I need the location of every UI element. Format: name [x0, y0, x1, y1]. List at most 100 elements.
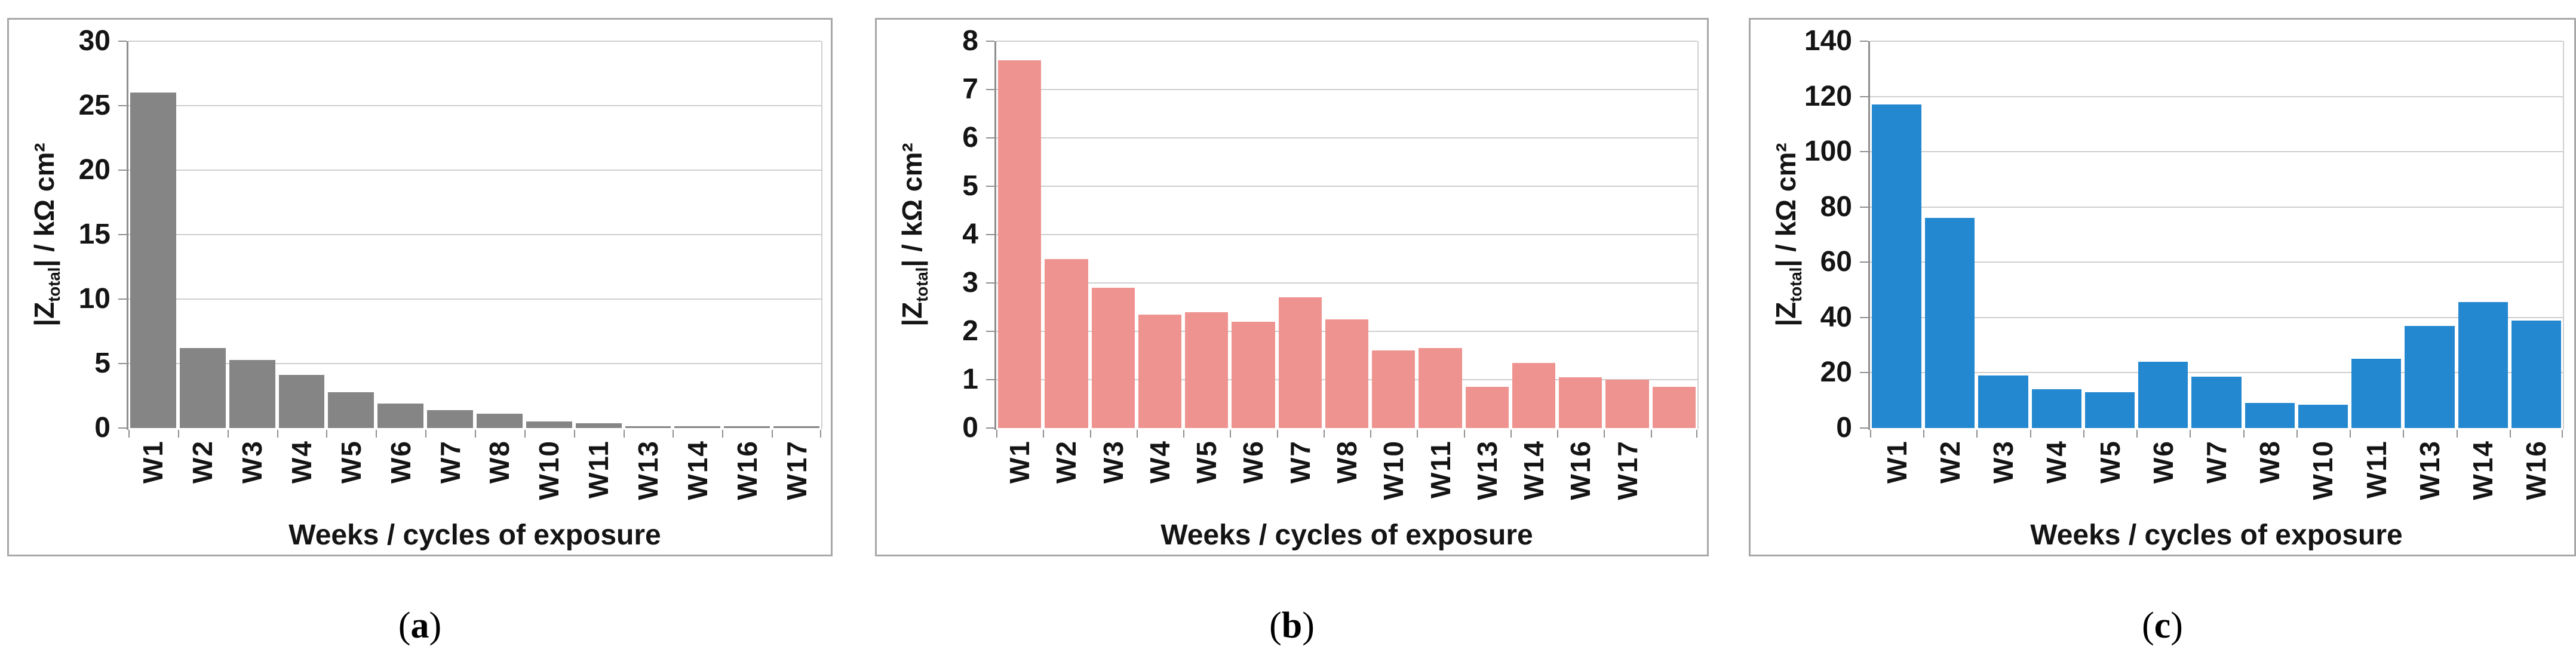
bar-W16 — [724, 426, 770, 428]
x-tick-label-text: W2 — [1934, 440, 1966, 484]
bar-W11 — [575, 423, 622, 428]
y-tick-label-20: 20 — [78, 154, 110, 186]
gridline-y-10 — [128, 298, 821, 300]
bar-W13 — [625, 426, 671, 428]
x-tick-mark-5 — [376, 430, 377, 438]
y-tick-mark-80 — [1860, 206, 1868, 208]
x-tick-label-text: W8 — [1331, 440, 1362, 484]
y-tick-mark-30 — [118, 41, 127, 42]
x-tick-label-W6: W6 — [1237, 440, 1269, 484]
x-tick-label-text: W11 — [1424, 440, 1456, 499]
y-tick-label-40: 40 — [1820, 301, 1852, 333]
caption-c: (c) — [1749, 590, 2576, 661]
x-tick-mark-11 — [1510, 430, 1512, 438]
gridline-y-15 — [128, 234, 821, 235]
bar-W6 — [2138, 361, 2188, 428]
x-tick-label-W3: W3 — [236, 440, 268, 484]
y-tick-mark-1 — [986, 379, 994, 380]
y-tick-mark-40 — [1860, 316, 1868, 318]
x-tick-label-W14: W14 — [1518, 440, 1550, 500]
x-tick-mark-1 — [1923, 430, 1925, 438]
gridline-y-3 — [996, 282, 1697, 284]
bar-W13 — [1465, 387, 1509, 428]
x-tick-label-text: W1 — [1004, 440, 1036, 484]
bar-W7 — [1278, 297, 1322, 428]
y-tick-label-25: 25 — [78, 90, 110, 121]
x-tick-mark-0 — [128, 430, 130, 438]
bar-W5 — [328, 392, 374, 428]
x-tick-label-W11: W11 — [2360, 440, 2393, 498]
x-tick-label-W5: W5 — [335, 440, 367, 484]
x-tick-label-text: W14 — [681, 440, 713, 500]
x-tick-label-text: W4 — [286, 440, 317, 484]
bar-W6 — [377, 403, 424, 428]
x-tick-label-W16: W16 — [731, 440, 763, 500]
y-tick-label-120: 120 — [1804, 80, 1852, 112]
y-tick-label-2: 2 — [962, 315, 978, 347]
y-tick-mark-60 — [1860, 261, 1868, 263]
x-tick-label-W10: W10 — [2307, 440, 2339, 500]
x-tick-label-text: W14 — [1518, 440, 1550, 500]
x-tick-label-W8: W8 — [1331, 440, 1363, 484]
y-tick-label-80: 80 — [1820, 190, 1852, 223]
x-tick-label-W11: W11 — [1424, 440, 1457, 498]
x-tick-mark-10 — [623, 430, 625, 438]
x-tick-label-W5: W5 — [2094, 440, 2126, 484]
x-tick-mark-6 — [425, 430, 427, 438]
bar-W14 — [674, 426, 721, 428]
gridline-y-40 — [1870, 316, 2563, 318]
gridline-y-5 — [996, 186, 1697, 187]
y-axis-line-b — [994, 41, 996, 430]
x-tick-label-W13: W13 — [2414, 440, 2446, 500]
x-tick-label-text: W3 — [1988, 440, 2019, 484]
bar-W11 — [2351, 359, 2402, 428]
x-tick-mark-2 — [1976, 430, 1978, 438]
x-tick-label-W4: W4 — [285, 440, 318, 484]
x-tick-mark-7 — [2243, 430, 2245, 438]
x-tick-mark-15 — [1696, 430, 1697, 438]
x-tick-label-W2: W2 — [1934, 440, 1966, 484]
gridline-y-7 — [996, 89, 1697, 90]
x-tick-mark-0 — [1870, 430, 1871, 438]
x-tick-label-text: W10 — [533, 440, 565, 500]
x-tick-label-text: W16 — [1565, 440, 1596, 500]
y-tick-label-20: 20 — [1820, 356, 1852, 389]
y-tick-mark-6 — [986, 137, 994, 138]
x-tick-mark-10 — [2403, 430, 2405, 438]
bar-W7 — [427, 410, 473, 428]
y-tick-label-30: 30 — [78, 25, 110, 57]
x-tick-label-text: W4 — [2041, 440, 2073, 484]
y-tick-mark-0 — [1860, 427, 1868, 429]
x-tick-label-text: W7 — [1284, 440, 1316, 484]
x-tick-label-text: W13 — [633, 440, 664, 500]
x-tick-label-W2: W2 — [1050, 440, 1082, 484]
bar-W10 — [526, 421, 572, 428]
gridline-y-5 — [128, 363, 821, 364]
y-tick-label-10: 10 — [78, 283, 110, 315]
y-tick-mark-5 — [118, 363, 127, 364]
x-tick-mark-10 — [1463, 430, 1465, 438]
bar-W4 — [2031, 389, 2081, 428]
gridline-y-20 — [1870, 372, 2563, 374]
y-tick-label-4: 4 — [962, 218, 978, 250]
x-tick-label-W16: W16 — [1564, 440, 1596, 500]
chart-panel-a: |Ztotal| / kΩ cm² Weeks / cycles of expo… — [7, 18, 833, 556]
y-tick-label-0: 0 — [1836, 412, 1852, 444]
caption-paren-open: ( — [398, 605, 411, 646]
bar-W2 — [1925, 218, 1975, 428]
bar-W8 — [477, 414, 523, 428]
y-tick-label-0: 0 — [94, 412, 110, 444]
x-tick-label-W1: W1 — [137, 440, 169, 484]
bar-W4 — [278, 375, 325, 428]
x-tick-mark-9 — [2350, 430, 2351, 438]
y-tick-label-5: 5 — [94, 347, 110, 379]
y-tick-label-5: 5 — [962, 170, 978, 202]
plot-right-border-c — [2563, 41, 2564, 429]
x-tick-label-W8: W8 — [2253, 440, 2286, 484]
plot-area-c: |Ztotal| / kΩ cm² Weeks / cycles of expo… — [1770, 25, 2564, 551]
x-tick-mark-13 — [2562, 430, 2563, 438]
x-tick-mark-1 — [1043, 430, 1045, 438]
bar-W1 — [130, 93, 176, 428]
x-tick-label-text: W2 — [1051, 440, 1082, 484]
gridline-y-6 — [996, 137, 1697, 138]
